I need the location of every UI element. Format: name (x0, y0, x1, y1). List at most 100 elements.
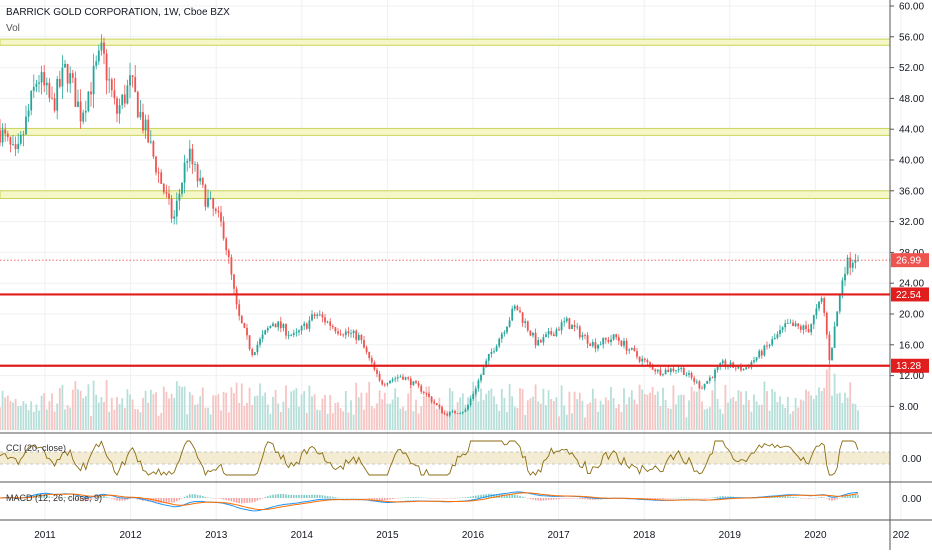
candle-body (287, 335, 290, 336)
candle-body (758, 350, 761, 358)
macd-histogram-bar (165, 498, 168, 503)
volume-bar (51, 393, 53, 430)
candle-body (191, 148, 194, 165)
volume-bar (321, 398, 324, 430)
macd-histogram-bar (506, 494, 508, 498)
candle-body (22, 134, 25, 136)
volume-bar (818, 387, 820, 430)
candle-body (357, 334, 360, 340)
candle-body (729, 362, 732, 367)
macd-histogram-bar (441, 498, 443, 499)
candle-body (71, 73, 74, 78)
candle-body (716, 367, 719, 370)
candle-body (480, 374, 482, 381)
volume-bar (532, 396, 534, 430)
candle-body (240, 315, 243, 324)
macd-histogram-bar (51, 497, 53, 498)
volume-bar (443, 409, 446, 430)
volume-bar (32, 411, 35, 430)
candle-body (724, 360, 727, 367)
macd-histogram-bar (199, 495, 201, 498)
candle-body (253, 352, 256, 356)
macd-histogram-bar (339, 497, 342, 499)
macd-histogram-bar (337, 497, 339, 499)
macd-histogram-bar (711, 497, 714, 499)
candle-body (118, 105, 121, 114)
candle-body (201, 178, 204, 185)
volume-bar (669, 408, 672, 430)
cci-tick-label: 0.00 (902, 454, 922, 465)
macd-histogram-bar (792, 496, 794, 498)
y-tick-label: 16.00 (899, 340, 924, 351)
candle-body (391, 379, 394, 381)
macd-histogram-bar (87, 498, 90, 501)
candle-body (412, 381, 415, 386)
candle-body (786, 323, 789, 324)
volume-bar (703, 409, 706, 430)
macd-histogram-bar (173, 498, 175, 503)
macd-histogram-bar (485, 494, 487, 498)
candle-body (256, 344, 259, 353)
volume-bar (409, 385, 412, 430)
volume-bar (586, 403, 589, 430)
volume-bar (768, 410, 771, 430)
candle-body (776, 334, 779, 338)
macd-histogram-bar (841, 496, 844, 498)
macd-histogram-bar (82, 498, 84, 502)
macd-histogram-bar (693, 497, 695, 499)
volume-bar (680, 394, 683, 430)
candle-body (110, 79, 113, 91)
macd-histogram-bar (131, 498, 134, 499)
volume-bar (183, 386, 186, 430)
candle-body (178, 193, 181, 201)
candle-body (612, 334, 615, 340)
candle-body (571, 324, 573, 329)
macd-histogram-bar (178, 498, 181, 501)
volume-bar (664, 399, 667, 430)
candle-body (417, 383, 420, 386)
macd-pane (0, 491, 859, 512)
macd-histogram-bar (839, 497, 841, 499)
candle-body (685, 374, 688, 376)
candle-body (461, 411, 464, 413)
candle-body (407, 377, 410, 379)
candle-body (131, 75, 134, 77)
candle-body (116, 98, 118, 114)
candle-body (742, 369, 745, 371)
candle-body (113, 90, 116, 99)
candle-body (30, 90, 33, 111)
volume-bar (136, 409, 139, 430)
volume-bar (781, 404, 784, 430)
candle-body (805, 325, 807, 330)
volume-bar (360, 392, 363, 430)
candle-body (649, 362, 651, 365)
macd-histogram-bar (670, 498, 672, 499)
volume-bar (675, 404, 677, 430)
candle-body (305, 323, 308, 329)
volume-bar (581, 400, 584, 430)
macd-histogram-bar (581, 498, 584, 500)
volume-bar (854, 403, 857, 430)
macd-histogram-bar (823, 497, 825, 498)
candle-body (295, 332, 298, 333)
candle-body (851, 262, 854, 268)
macd-histogram-bar (324, 495, 326, 498)
candle-body (477, 380, 480, 389)
macd-histogram-bar (519, 495, 521, 498)
candle-body (103, 42, 105, 54)
macd-histogram-bar (802, 498, 805, 499)
macd-histogram-bar (436, 498, 438, 499)
candle-body (199, 178, 202, 182)
candle-body (438, 405, 441, 408)
candle-body (126, 85, 129, 104)
macd-histogram-bar (433, 498, 435, 499)
volume-bar (277, 403, 280, 430)
macd-histogram-bar (103, 495, 105, 498)
y-tick-label: 8.00 (899, 402, 919, 413)
volume-bar (396, 397, 399, 430)
candle-body (38, 82, 40, 84)
volume-bar (620, 411, 623, 430)
macd-histogram-bar (129, 498, 131, 499)
volume-bar (97, 402, 100, 430)
